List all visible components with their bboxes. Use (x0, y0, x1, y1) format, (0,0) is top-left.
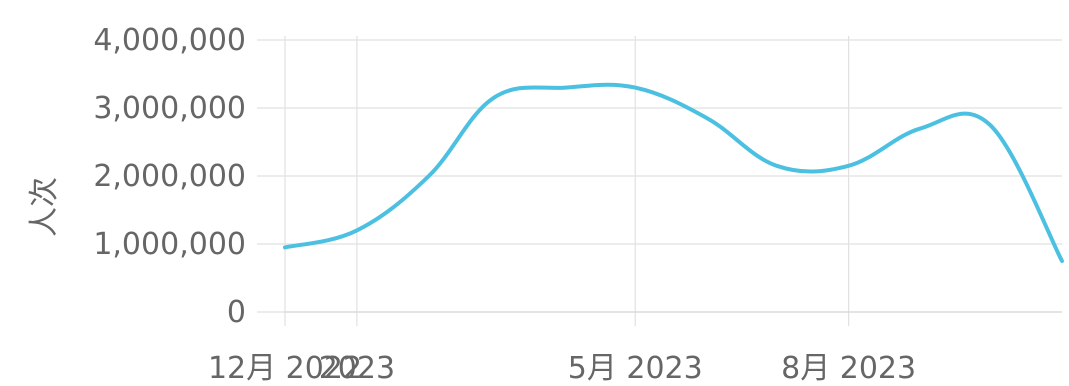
y-axis-label: 人次 (27, 177, 62, 237)
series-line (283, 82, 1064, 263)
y-tick-label: 2,000,000 (93, 159, 246, 194)
y-tick-label: 0 (227, 295, 246, 330)
x-tick-label: 5月 2023 (568, 351, 703, 386)
y-axis-ticks: 0 1,000,000 2,000,000 3,000,000 4,000,000 (93, 23, 246, 330)
grid (257, 36, 1062, 326)
y-tick-label: 1,000,000 (93, 227, 246, 262)
x-tick-label: 8月 2023 (781, 351, 916, 386)
series-layer (283, 82, 1064, 263)
x-tick-label: 2023 (319, 351, 395, 386)
y-tick-label: 3,000,000 (93, 91, 246, 126)
y-tick-label: 4,000,000 (93, 23, 246, 58)
x-tick-label: 12月 2022 (208, 351, 362, 386)
